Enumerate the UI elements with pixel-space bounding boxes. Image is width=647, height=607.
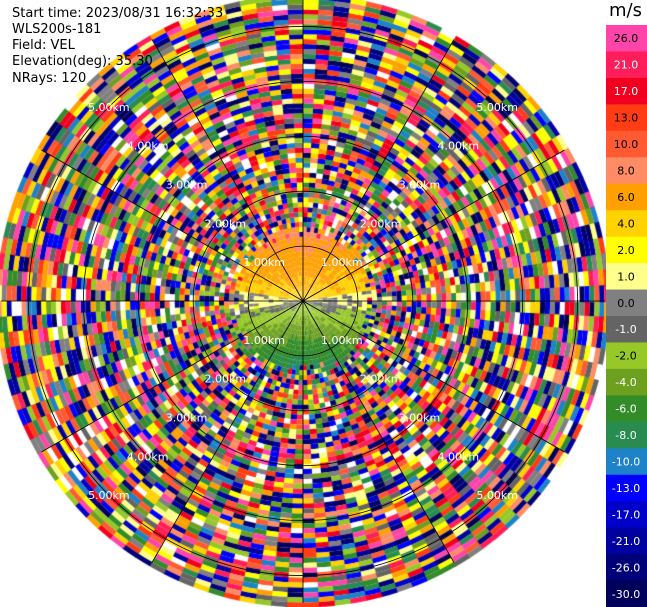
range-ring-label: 5.00km — [476, 489, 518, 502]
colorbar-swatch — [606, 130, 647, 158]
colorbar-tick-label: -2.0 — [615, 350, 636, 363]
range-ring-label: 5.00km — [88, 489, 130, 502]
colorbar-swatch — [606, 316, 647, 343]
colorbar: 26.0 21.0 17.0 13.0 10.0 8.0 6.0 4.0 2.0 1.0 0.0 -1… — [606, 25, 647, 607]
range-ring-label: 2.00km — [360, 217, 402, 230]
azimuth-spoke — [302, 39, 455, 302]
azimuth-spoke — [41, 149, 304, 302]
colorbar-tick-label: 6.0 — [617, 191, 635, 204]
range-ring-label: 3.00km — [399, 411, 441, 424]
range-ring-label: 4.00km — [127, 140, 169, 153]
colorbar-swatch — [606, 183, 647, 211]
colorbar-swatch — [606, 527, 647, 555]
range-ring-label: 4.00km — [438, 450, 480, 463]
colorbar-swatch — [606, 263, 647, 291]
colorbar-tick-label: -30.0 — [612, 588, 640, 601]
colorbar-swatch — [606, 236, 647, 264]
field-label: Field: VEL — [12, 38, 75, 53]
colorbar-tick-label: 1.0 — [617, 270, 635, 283]
colorbar-unit: m/s — [609, 0, 642, 21]
range-ring-label: 3.00km — [166, 179, 208, 192]
colorbar-swatch — [606, 474, 647, 502]
colorbar-tick-label: -1.0 — [615, 323, 636, 336]
colorbar-swatch — [606, 395, 647, 423]
colorbar-tick-label: -26.0 — [612, 561, 640, 574]
range-ring-label: 2.00km — [205, 373, 247, 386]
colorbar-tick-label: 21.0 — [614, 59, 639, 72]
range-ring-label: 1.00km — [321, 256, 363, 269]
colorbar-swatch — [606, 289, 647, 317]
colorbar-tick-label: 0.0 — [617, 297, 635, 310]
colorbar-tick-label: 17.0 — [614, 85, 639, 98]
colorbar-tick-label: -13.0 — [612, 482, 640, 495]
range-ring-label: 3.00km — [399, 179, 441, 192]
azimuth-spoke — [302, 300, 565, 453]
range-ring-label: 5.00km — [476, 101, 518, 114]
colorbar-tick-label: 4.0 — [617, 217, 635, 230]
colorbar-swatch — [606, 448, 647, 476]
azimuth-spoke — [151, 39, 304, 302]
azimuth-spoke — [41, 300, 304, 453]
range-ring-label: 1.00km — [243, 256, 285, 269]
colorbar-tick-label: 10.0 — [614, 138, 639, 151]
range-ring-label: 2.00km — [205, 217, 247, 230]
start-time-label: Start time: 2023/08/31 16:32:33 — [12, 6, 224, 21]
colorbar-tick-label: -21.0 — [612, 535, 640, 548]
colorbar-swatch — [606, 421, 647, 449]
range-ring-label: 4.00km — [127, 450, 169, 463]
range-ring-label: 2.00km — [360, 373, 402, 386]
range-ring-label: 3.00km — [166, 411, 208, 424]
range-ring-label: 5.00km — [88, 101, 130, 114]
colorbar-swatch — [606, 104, 647, 132]
azimuth-spoke — [151, 300, 304, 563]
colorbar-tick-label: -8.0 — [615, 429, 636, 442]
colorbar-swatch — [606, 157, 647, 185]
colorbar-tick-label: 13.0 — [614, 112, 639, 125]
colorbar-tick-label: -17.0 — [612, 508, 640, 521]
colorbar-swatch — [606, 25, 647, 52]
colorbar-swatch — [606, 368, 647, 396]
colorbar-swatch — [606, 342, 647, 370]
range-ring-label: 1.00km — [321, 334, 363, 347]
colorbar-tick-label: 26.0 — [614, 32, 639, 45]
colorbar-tick-label: 2.0 — [617, 244, 635, 257]
colorbar-swatch — [606, 580, 647, 607]
colorbar-tick-label: -10.0 — [612, 456, 640, 469]
azimuth-spoke — [302, 149, 565, 302]
colorbar-swatch — [606, 501, 647, 529]
instrument-label: WLS200s-181 — [12, 22, 102, 37]
colorbar-tick-label: -6.0 — [615, 403, 636, 416]
range-ring-label: 1.00km — [243, 334, 285, 347]
colorbar-swatch — [606, 210, 647, 238]
colorbar-tick-label: 8.0 — [617, 165, 635, 178]
elevation-label: Elevation(deg): 35.30 — [12, 54, 153, 69]
colorbar-swatch — [606, 554, 647, 582]
range-ring-label: 4.00km — [438, 140, 480, 153]
colorbar-tick-label: -4.0 — [615, 376, 636, 389]
colorbar-swatch — [606, 51, 647, 79]
nrays-label: NRays: 120 — [12, 71, 87, 86]
azimuth-spoke — [302, 300, 455, 563]
colorbar-swatch — [606, 77, 647, 105]
